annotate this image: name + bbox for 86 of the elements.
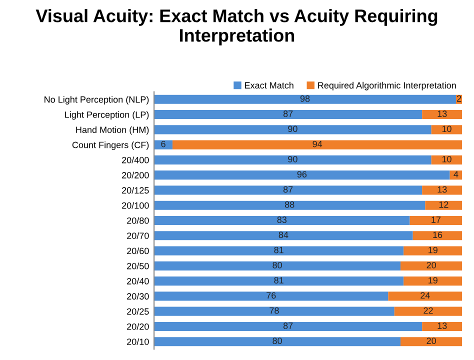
bar [404,246,462,256]
bar [154,246,404,256]
data-label: 87 [283,186,293,193]
data-label: 96 [297,171,307,178]
bar [154,200,426,210]
y-tick-label: 20/10 [127,338,149,345]
data-label: 20 [426,338,436,344]
data-label: 84 [278,232,288,238]
y-tick-label: 20/100 [122,202,149,209]
bar [431,155,462,164]
data-label: 90 [288,156,298,162]
bar [172,140,462,150]
data-label: 81 [274,277,284,284]
legend-label: Required Algorithmic Interpretation [318,82,456,90]
y-tick-label: 20/125 [122,186,149,194]
bar [154,140,173,150]
y-tick-label: 20/80 [127,217,149,224]
bar [154,261,401,270]
bar [422,110,462,120]
data-label: 78 [270,307,279,314]
bar [412,231,462,240]
data-label: 20 [426,262,436,268]
bar [431,125,462,134]
y-tick-label: Hand Motion (HM) [76,126,149,135]
data-label: 87 [283,322,293,329]
data-label: 13 [438,110,447,117]
data-label: 12 [439,201,448,208]
y-tick-label: No Light Perception (NLP) [44,96,149,105]
bar [422,322,462,332]
data-label: 6 [161,140,166,148]
y-tick-label: 20/200 [122,172,149,178]
data-label: 2 [457,95,462,102]
bar [422,186,462,195]
data-label: 83 [277,216,287,223]
bar [400,261,462,270]
bar [154,231,413,240]
bar [154,155,432,164]
data-label: 94 [312,140,322,148]
y-tick-label: 20/70 [127,232,149,239]
bar [154,186,422,195]
y-tick-label: 20/40 [127,278,149,284]
data-label: 24 [420,292,430,299]
data-label: 87 [283,110,293,117]
bar [154,276,404,286]
bar [154,337,401,346]
data-label: 80 [272,262,282,268]
data-label: 17 [432,216,441,223]
y-tick-label: 20/60 [127,248,149,254]
data-label: 81 [274,246,284,254]
data-label: 10 [442,156,452,162]
chart-title: Visual Acuity: Exact Match vs Acuity Requiring Interpretation [36,9,438,46]
bar [154,306,394,316]
y-tick-label: Light Perception (LP) [65,111,149,120]
data-label: 80 [272,338,282,344]
data-label: 19 [428,246,438,254]
data-label: 76 [266,292,276,299]
bar [394,306,462,316]
data-label: 88 [284,201,294,208]
y-tick-label: 20/25 [127,308,149,315]
bar [410,216,462,226]
y-tick-label: 20/30 [127,292,149,300]
data-label: 19 [428,277,438,284]
data-label: 4 [454,171,458,178]
bar [154,110,422,120]
legend-label: Exact Match [245,82,294,89]
bar [154,322,422,332]
bar [154,94,456,104]
y-tick-label: 20/20 [127,323,149,330]
bar [400,337,462,346]
data-label: 98 [300,95,310,102]
data-label: 10 [442,126,452,132]
bar [154,292,388,301]
data-label: 22 [424,307,433,314]
y-tick-label: 20/400 [122,156,149,164]
bar [154,216,410,226]
data-label: 16 [433,232,442,238]
data-label: 13 [438,186,447,193]
y-tick-label: Count Fingers (CF) [72,142,149,150]
bar [404,276,462,286]
bar [388,292,462,301]
bar [425,200,462,210]
data-label: 90 [288,126,298,132]
bar [154,170,450,180]
y-tick-label: 20/50 [127,262,149,270]
data-label: 13 [438,322,447,329]
bar [154,125,432,134]
